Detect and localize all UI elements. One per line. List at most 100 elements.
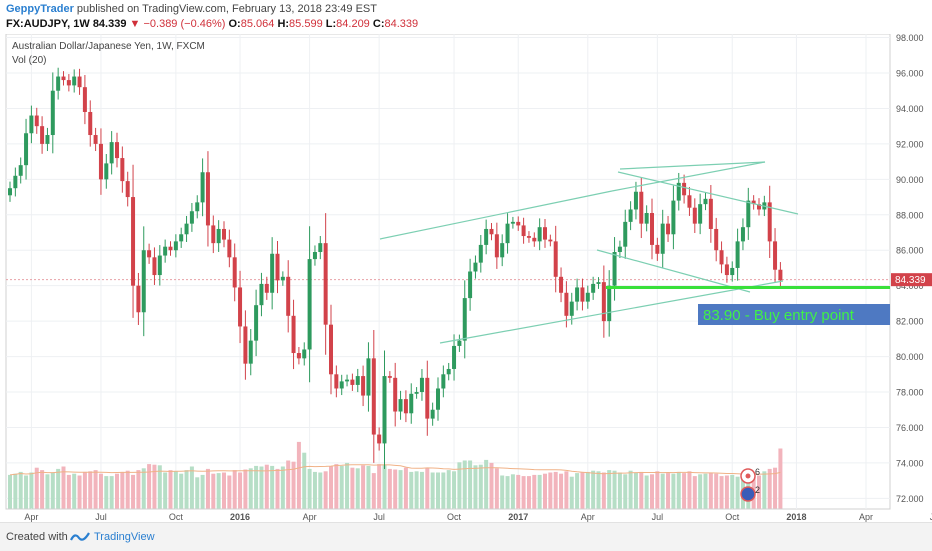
- candle-body: [205, 172, 210, 226]
- wedge-lower-line[interactable]: [596, 249, 751, 293]
- channel-upper-line[interactable]: [379, 190, 613, 240]
- volume-bar: [312, 471, 317, 509]
- candle-body: [419, 377, 424, 393]
- candle-body: [666, 223, 671, 235]
- volume-bar: [296, 441, 301, 509]
- price-axis[interactable]: 98.000 96.000 94.000 92.000 90.000 88.000 86.0…: [896, 33, 924, 504]
- volume-bar: [762, 471, 767, 509]
- candle-body: [157, 255, 162, 276]
- event-badge-2[interactable]: 2: [740, 485, 760, 502]
- candle-body: [452, 345, 457, 369]
- chart-area[interactable]: 83.90 - Buy entry point 98.000 96.000 94.0…: [0, 33, 932, 522]
- volume-bar: [163, 472, 168, 509]
- channel-lower-line[interactable]: [439, 280, 784, 344]
- flag-icon: [740, 486, 756, 502]
- volume-bar: [61, 466, 66, 509]
- candle-body: [307, 259, 312, 350]
- volume-bar: [254, 465, 259, 509]
- trend-drawings[interactable]: [379, 161, 890, 344]
- candle-body: [532, 237, 537, 242]
- x-tick-label: Apr: [24, 512, 38, 522]
- volume-bar: [596, 471, 601, 509]
- volume-bar: [18, 471, 23, 509]
- price-tag: 84.339: [891, 273, 932, 287]
- candle-body: [184, 223, 189, 235]
- volume-bar: [484, 459, 489, 509]
- symbol-label: FX:AUDJPY, 1W: [6, 18, 90, 30]
- volume-bar: [778, 448, 783, 509]
- volume-bar: [361, 465, 366, 509]
- volume-bar: [184, 470, 189, 509]
- volume-bar: [88, 471, 93, 509]
- volume-bar: [200, 474, 205, 509]
- volume-bar: [216, 473, 221, 509]
- tradingview-link[interactable]: TradingView: [94, 531, 155, 543]
- wedge-upper-line-a[interactable]: [619, 161, 766, 170]
- volume-bar: [617, 472, 622, 509]
- time-axis[interactable]: Apr Jul Oct 2016 Apr Jul Oct 2017 Apr Jul Oct 2018 A…: [24, 512, 932, 522]
- event-badge-1[interactable]: 6: [740, 467, 760, 484]
- open-value: 85.064: [240, 18, 275, 30]
- footer-bar: Created with TradingView: [0, 522, 932, 551]
- candle-body: [585, 292, 590, 302]
- tradingview-logo-icon: [70, 532, 90, 541]
- candle-body: [655, 244, 660, 254]
- volume-bar: [666, 473, 671, 509]
- author-link[interactable]: GeppyTrader: [6, 3, 74, 15]
- candle-body: [596, 282, 601, 284]
- candle-body: [457, 340, 462, 346]
- volume-bar: [650, 474, 654, 509]
- volume-bar: [377, 464, 382, 509]
- volume-bar: [173, 471, 178, 509]
- volume-bar: [339, 465, 344, 509]
- candle-body: [436, 388, 440, 410]
- volume-bar: [607, 470, 612, 509]
- candle-body: [163, 246, 168, 256]
- event-dot-icon: [745, 473, 751, 479]
- candle-body: [724, 264, 729, 276]
- volume-bar: [248, 468, 253, 509]
- candle-body: [104, 163, 109, 180]
- candle-body: [387, 376, 392, 378]
- candle-body: [361, 376, 366, 396]
- x-tick-label: 2016: [230, 512, 250, 522]
- candle-body: [195, 202, 200, 212]
- entry-annotation[interactable]: 83.90 - Buy entry point: [698, 304, 890, 325]
- candle-body: [682, 182, 687, 196]
- volume-bar: [56, 468, 61, 509]
- volume-bar: [612, 470, 617, 509]
- candle-body: [548, 239, 553, 242]
- volume-ma-line: [9, 464, 781, 476]
- volume-bar: [195, 477, 200, 509]
- candle-body: [553, 241, 558, 277]
- wedge-upper-line-b[interactable]: [611, 161, 766, 192]
- candle-body: [778, 269, 783, 281]
- candle-body: [441, 374, 446, 389]
- publish-line: GeppyTrader published on TradingView.com…: [6, 3, 377, 15]
- y-tick-label: 74.000: [896, 458, 924, 468]
- volume-bar: [398, 470, 403, 509]
- volume-bar: [452, 471, 457, 509]
- candle-body: [559, 276, 564, 293]
- candlestick-chart[interactable]: 83.90 - Buy entry point 98.000 96.000 94.0…: [0, 33, 932, 522]
- volume-bar: [280, 466, 285, 509]
- volume-bar: [104, 476, 109, 509]
- wedge-falling-line[interactable]: [617, 171, 799, 215]
- event-count: 6: [755, 467, 760, 477]
- candle-body: [468, 271, 473, 299]
- volume-bar: [157, 465, 162, 509]
- candle-body: [564, 292, 569, 316]
- volume-bar: [644, 475, 649, 509]
- volume-bar: [98, 473, 103, 509]
- y-tick-label: 80.000: [896, 352, 924, 362]
- volume-bar: [419, 471, 424, 509]
- y-tick-label: 86.000: [896, 246, 924, 256]
- x-tick-label: Jul: [930, 512, 932, 522]
- x-tick-label: Oct: [169, 512, 184, 522]
- candle-body: [318, 243, 323, 253]
- candle-body: [676, 182, 681, 201]
- volume-bar: [446, 470, 451, 509]
- volume-bar: [569, 476, 574, 509]
- candle-body: [339, 381, 344, 389]
- volume-bar: [318, 472, 323, 509]
